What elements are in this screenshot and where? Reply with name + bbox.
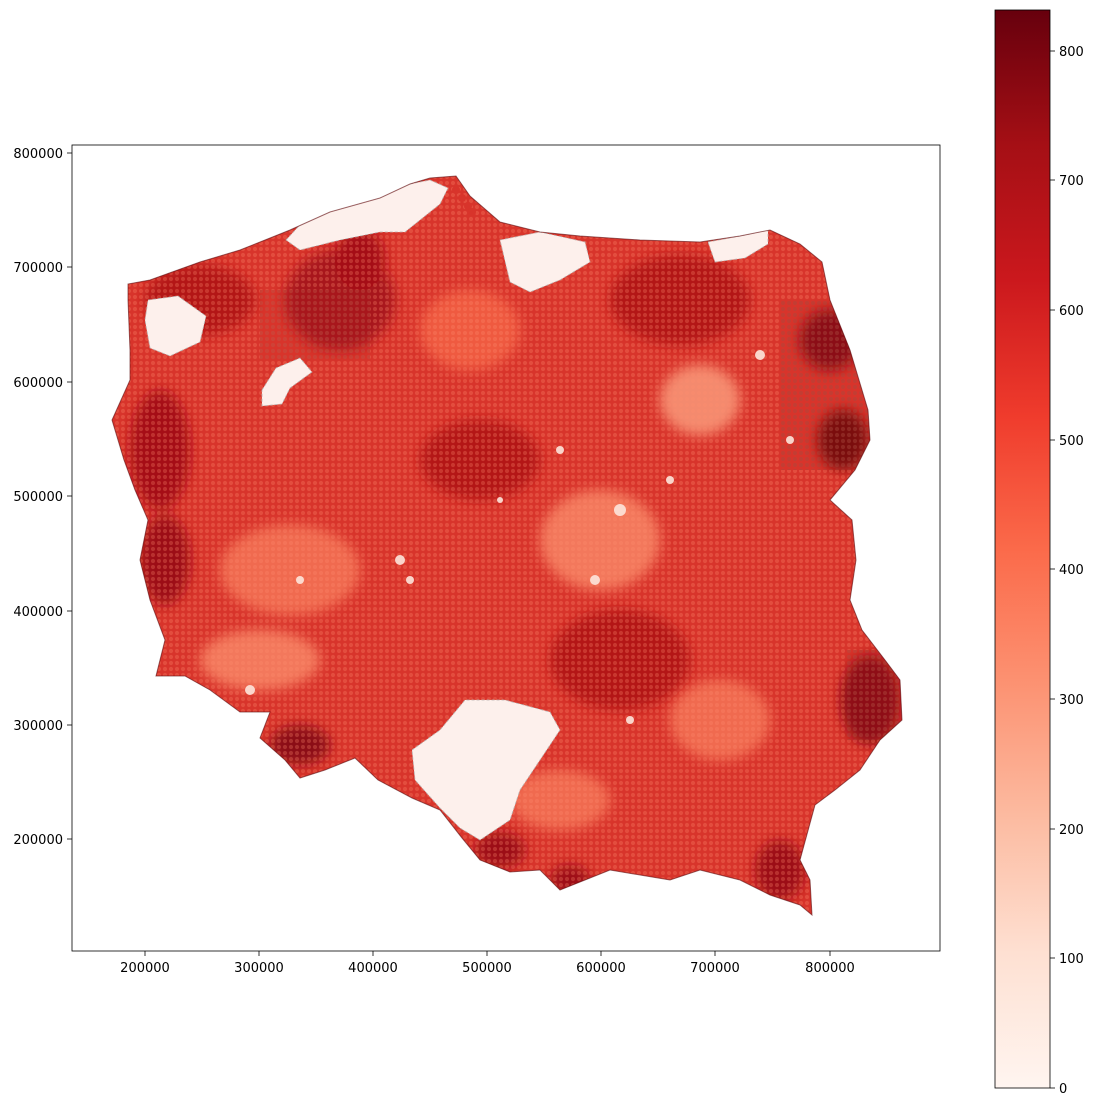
colorbar-tick-label: 700 — [1059, 174, 1084, 189]
value-regions — [112, 176, 902, 915]
speckle — [666, 476, 674, 484]
x-tick: 400000 — [348, 951, 398, 976]
colorbar-tick-label: 200 — [1059, 823, 1084, 838]
x-tick-label: 800000 — [805, 961, 855, 976]
y-tick-label: 500000 — [13, 490, 63, 505]
y-tick-label: 600000 — [13, 376, 63, 391]
speckle — [556, 446, 564, 454]
x-tick-label: 700000 — [690, 961, 740, 976]
peninsula-dot — [452, 186, 460, 194]
y-tick-label: 300000 — [13, 719, 63, 734]
y-tick-label: 700000 — [13, 261, 63, 276]
speckle — [395, 555, 405, 565]
colorbar-ticks: 0 100 200 300 400 500 — [1050, 45, 1084, 1097]
colorbar-tick-label: 400 — [1059, 563, 1084, 578]
speckle — [786, 436, 794, 444]
no-data-gdansk-east — [499, 231, 591, 293]
colorbar-tick-label: 0 — [1059, 1082, 1067, 1097]
x-tick-label: 400000 — [348, 961, 398, 976]
x-tick: 200000 — [120, 951, 170, 976]
speckle — [614, 504, 626, 516]
speckle — [590, 575, 600, 585]
y-tick-label: 200000 — [13, 833, 63, 848]
y-tick: 800000 — [13, 147, 72, 162]
no-data-areas — [144, 179, 769, 841]
colorbar-tick: 500 — [1050, 434, 1084, 449]
x-tick: 800000 — [805, 951, 855, 976]
colorbar-tick: 0 — [1050, 1082, 1067, 1097]
peninsula-dot — [458, 194, 466, 202]
colorbar-tick-label: 100 — [1059, 952, 1084, 967]
colorbar-tick: 400 — [1050, 563, 1084, 578]
x-tick-label: 200000 — [120, 961, 170, 976]
dot-texture-dark-2 — [260, 290, 370, 360]
y-tick: 500000 — [13, 490, 72, 505]
y-tick: 400000 — [13, 605, 72, 620]
colorbar-gradient — [994, 9, 1051, 1089]
x-axis: 200000 300000 400000 500000 600000 70000… — [120, 951, 855, 976]
x-tick-label: 600000 — [576, 961, 626, 976]
x-tick: 600000 — [576, 951, 626, 976]
colorbar: 0 100 200 300 400 500 — [994, 9, 1084, 1097]
colorbar-tick: 200 — [1050, 823, 1084, 838]
x-tick: 300000 — [234, 951, 284, 976]
poland-border — [111, 175, 903, 917]
speckle — [626, 716, 634, 724]
colorbar-tick-label: 600 — [1059, 304, 1084, 319]
x-tick-label: 500000 — [462, 961, 512, 976]
poland-choropleth — [111, 175, 903, 917]
y-tick-label: 800000 — [13, 147, 63, 162]
peninsula-dot — [468, 208, 476, 216]
y-tick: 600000 — [13, 376, 72, 391]
colorbar-tick: 600 — [1050, 304, 1084, 319]
speckle — [755, 350, 765, 360]
no-data-west-pomerania — [261, 357, 313, 407]
y-tick: 700000 — [13, 261, 72, 276]
x-tick: 500000 — [462, 951, 512, 976]
colorbar-tick: 700 — [1050, 174, 1084, 189]
y-tick: 200000 — [13, 833, 72, 848]
speckle — [245, 685, 255, 695]
light-speckles — [245, 350, 794, 724]
colorbar-tick: 800 — [1050, 45, 1084, 60]
x-tick-label: 300000 — [234, 961, 284, 976]
colorbar-tick: 300 — [1050, 693, 1084, 708]
hel-peninsula — [452, 186, 476, 216]
y-tick: 300000 — [13, 719, 72, 734]
speckle — [497, 497, 503, 503]
no-data-silesia — [411, 699, 561, 841]
speckle — [406, 576, 414, 584]
y-axis: 800000 700000 600000 500000 400000 30000… — [13, 147, 72, 848]
colorbar-tick: 100 — [1050, 952, 1084, 967]
y-tick-label: 400000 — [13, 605, 63, 620]
colorbar-tick-label: 300 — [1059, 693, 1084, 708]
x-tick: 700000 — [690, 951, 740, 976]
speckle — [296, 576, 304, 584]
no-data-gdansk-coast — [285, 179, 449, 251]
no-data-szczecin — [144, 295, 207, 357]
colorbar-tick-label: 800 — [1059, 45, 1084, 60]
colorbar-tick-label: 500 — [1059, 434, 1084, 449]
map-axes: 200000 300000 400000 500000 600000 70000… — [13, 144, 941, 976]
peninsula-dot — [464, 202, 472, 210]
